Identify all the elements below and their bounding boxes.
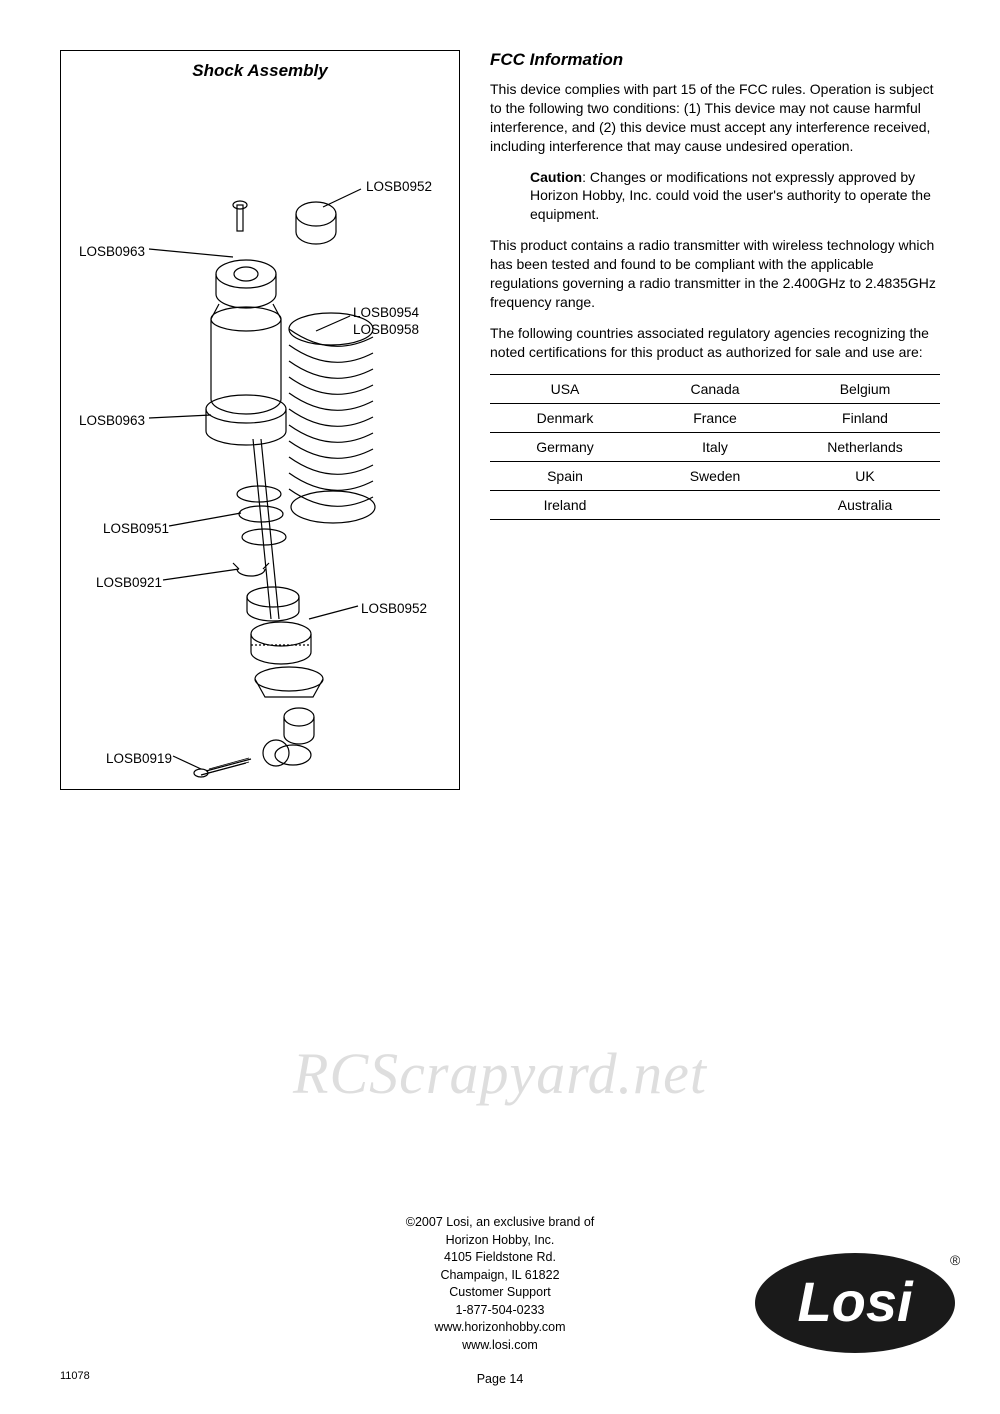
page-content: Shock Assembly <box>0 0 1000 830</box>
page-number: Page 14 <box>0 1372 1000 1386</box>
country-cell <box>640 490 790 519</box>
label-losb0951: LOSB0951 <box>103 521 169 536</box>
shock-svg <box>61 99 461 789</box>
label-losb0952-bot: LOSB0952 <box>361 601 427 616</box>
shock-assembly-diagram: Shock Assembly <box>60 50 460 790</box>
caution-block: Caution: Changes or modifications not ex… <box>490 168 940 225</box>
losi-logo: Losi ® <box>750 1239 960 1364</box>
svg-text:Losi: Losi <box>797 1270 914 1333</box>
svg-text:®: ® <box>950 1252 960 1268</box>
country-cell: Finland <box>790 403 940 432</box>
country-row: Ireland Australia <box>490 490 940 519</box>
country-cell: France <box>640 403 790 432</box>
fcc-title: FCC Information <box>490 50 940 70</box>
country-cell: Australia <box>790 490 940 519</box>
fcc-p2: This product contains a radio transmitte… <box>490 236 940 312</box>
country-row: DenmarkFranceFinland <box>490 403 940 432</box>
label-losb0958: LOSB0958 <box>353 322 419 337</box>
country-table: USACanadaBelgiumDenmarkFranceFinlandGerm… <box>490 374 940 520</box>
caution-label: Caution <box>530 169 582 185</box>
country-cell: Belgium <box>790 374 940 403</box>
country-cell: UK <box>790 461 940 490</box>
country-row: SpainSwedenUK <box>490 461 940 490</box>
country-cell: Ireland <box>490 490 640 519</box>
label-losb0921: LOSB0921 <box>96 575 162 590</box>
diagram-title: Shock Assembly <box>61 51 459 87</box>
country-row: USACanadaBelgium <box>490 374 940 403</box>
label-losb0919: LOSB0919 <box>106 751 172 766</box>
right-column: FCC Information This device complies wit… <box>490 50 940 790</box>
fcc-p3: The following countries associated regul… <box>490 324 940 362</box>
country-cell: Sweden <box>640 461 790 490</box>
footer-line1: ©2007 Losi, an exclusive brand of <box>0 1214 1000 1232</box>
country-row: GermanyItalyNetherlands <box>490 432 940 461</box>
country-cell: Netherlands <box>790 432 940 461</box>
country-cell: Germany <box>490 432 640 461</box>
left-column: Shock Assembly <box>60 50 460 790</box>
label-losb0952-top: LOSB0952 <box>366 179 432 194</box>
fcc-p1: This device complies with part 15 of the… <box>490 80 940 156</box>
watermark-text: RCScrapyard.net <box>293 1040 707 1107</box>
caution-text: : Changes or modifications not expressly… <box>530 169 931 223</box>
label-losb0963-bot: LOSB0963 <box>79 413 145 428</box>
country-cell: Canada <box>640 374 790 403</box>
country-cell: Spain <box>490 461 640 490</box>
label-losb0963-top: LOSB0963 <box>79 244 145 259</box>
label-losb0954: LOSB0954 <box>353 305 419 320</box>
caution-para: Caution: Changes or modifications not ex… <box>530 168 940 225</box>
country-cell: USA <box>490 374 640 403</box>
country-cell: Denmark <box>490 403 640 432</box>
country-cell: Italy <box>640 432 790 461</box>
